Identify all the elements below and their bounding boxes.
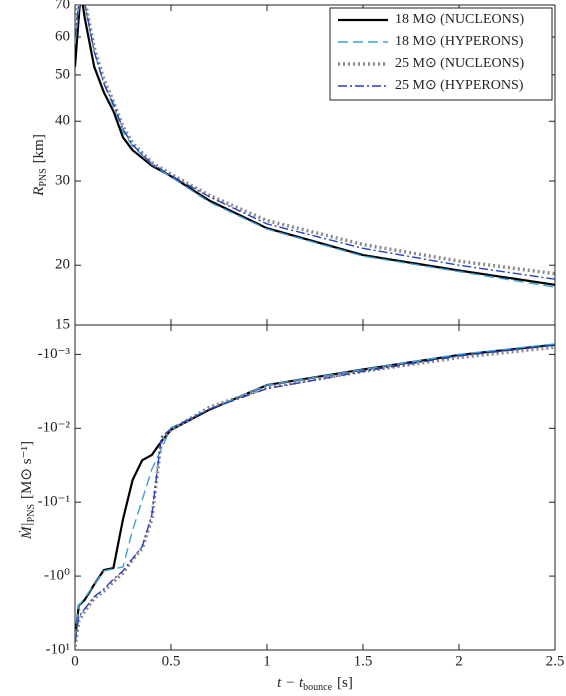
- x-label-unit: [s]: [337, 675, 353, 691]
- y-tick-label: 60: [55, 28, 70, 44]
- plot-frame: [74, 324, 556, 651]
- y-label-sub: PNS: [38, 168, 49, 186]
- y-label-sub: PNS: [26, 504, 37, 522]
- y-tick-label: 50: [55, 66, 70, 82]
- x-tick-label: 0: [71, 653, 79, 669]
- y-tick-label: -10⁻¹: [38, 494, 70, 510]
- x-label-main: t − t: [277, 675, 304, 691]
- x-tick-label: 2.5: [546, 653, 565, 669]
- y-tick-label: 40: [55, 113, 70, 129]
- legend-label: 25 M⊙ (NUCLEONS): [395, 56, 525, 71]
- series-line: [75, 5, 555, 280]
- y-tick-label: -10⁻³: [38, 346, 71, 362]
- legend-label: 18 M⊙ (NUCLEONS): [395, 12, 525, 27]
- y-tick-label: 70: [55, 0, 70, 12]
- y-axis-label: Ṁ|PNS [M⊙ s⁻¹]: [19, 441, 37, 540]
- x-axis-label: t − tbounce [s]: [277, 675, 353, 693]
- series-line: [75, 5, 555, 276]
- x-tick-label: 0.5: [162, 653, 181, 669]
- y-label-main: R: [31, 187, 47, 197]
- y-tick-label: -10¹: [46, 641, 71, 657]
- legend-label: 18 M⊙ (HYPERONS): [395, 34, 524, 49]
- y-tick-label: 20: [55, 257, 70, 273]
- series-line: [75, 344, 555, 643]
- y-axis-label: RPNS [km]: [31, 134, 49, 197]
- series-group: [75, 343, 555, 647]
- legend: 18 M⊙ (NUCLEONS) 18 M⊙ (HYPERONS) 25 M⊙ (N…: [329, 7, 553, 101]
- series-group: [75, 5, 555, 288]
- y-label-unit: [M⊙ s⁻¹]: [19, 441, 35, 499]
- x-tick-label: 1: [263, 653, 271, 669]
- series-line: [75, 343, 555, 639]
- x-tick-label: 2: [455, 653, 463, 669]
- y-tick-label: -10⁻²: [38, 420, 71, 436]
- x-label-sub: bounce: [303, 682, 332, 693]
- series-line: [75, 343, 555, 641]
- y-tick-label: 30: [55, 172, 70, 188]
- x-tick-label: 1.5: [354, 653, 373, 669]
- legend-label: 25 M⊙ (HYPERONS): [395, 78, 524, 93]
- y-label-main: Ṁ|: [19, 522, 35, 540]
- y-tick-label: 15: [55, 316, 70, 332]
- y-label-unit: [km]: [31, 134, 47, 163]
- series-line: [75, 5, 555, 286]
- legend-box: [329, 7, 553, 101]
- series-line: [75, 345, 555, 647]
- y-tick-label: -10⁰: [44, 568, 70, 584]
